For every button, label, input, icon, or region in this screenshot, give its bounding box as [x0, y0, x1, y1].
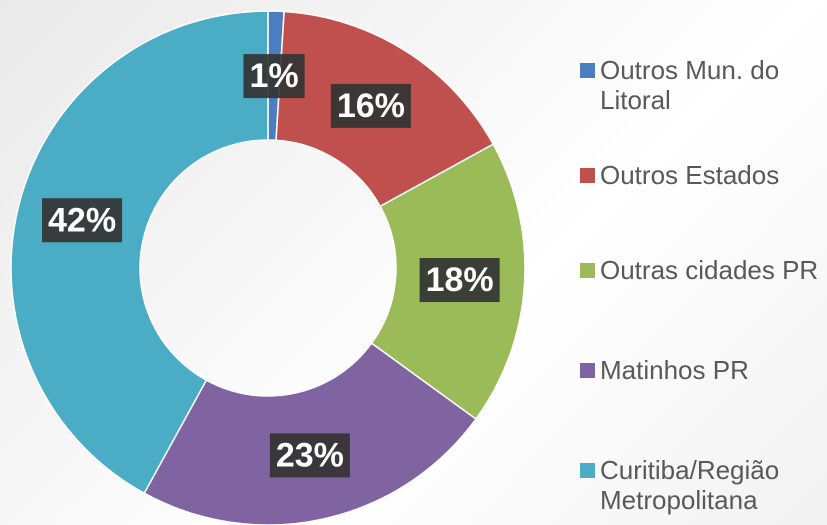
- legend-swatch: [580, 363, 595, 378]
- legend-item: Outras cidades PR: [580, 255, 825, 285]
- legend-label: Outros Estados: [600, 160, 780, 190]
- data-label-group: 23%: [269, 433, 350, 478]
- data-label-group: 18%: [419, 258, 500, 303]
- legend-swatch: [580, 63, 595, 78]
- data-label-box: [42, 198, 123, 243]
- legend-item: Curitiba/Região Metropolitana: [580, 455, 825, 515]
- data-label: 1%: [249, 57, 298, 95]
- donut-slice: [10, 10, 269, 495]
- legend-label: Outros Mun. do Litoral: [600, 55, 780, 115]
- data-label: 23%: [276, 436, 344, 474]
- legend-item: Matinhos PR: [580, 355, 825, 385]
- data-label-group: 1%: [243, 54, 305, 99]
- data-label-box: [419, 258, 500, 303]
- data-label-box: [269, 433, 350, 478]
- legend-swatch: [580, 463, 595, 478]
- legend-label: Outras cidades PR: [600, 255, 819, 285]
- legend-label: Matinhos PR: [600, 355, 749, 385]
- legend-swatch: [580, 168, 595, 183]
- data-label-group: 42%: [42, 198, 123, 243]
- data-label: 42%: [48, 201, 116, 239]
- data-label: 16%: [337, 87, 405, 125]
- legend-swatch: [580, 263, 595, 278]
- data-label: 18%: [426, 261, 494, 299]
- legend-item: Outros Estados: [580, 160, 825, 190]
- data-label-group: 16%: [330, 83, 411, 128]
- legend-item: Outros Mun. do Litoral: [580, 55, 825, 115]
- data-label-box: [243, 54, 305, 99]
- data-label-box: [330, 83, 411, 128]
- legend-label: Curitiba/Região Metropolitana: [600, 455, 780, 515]
